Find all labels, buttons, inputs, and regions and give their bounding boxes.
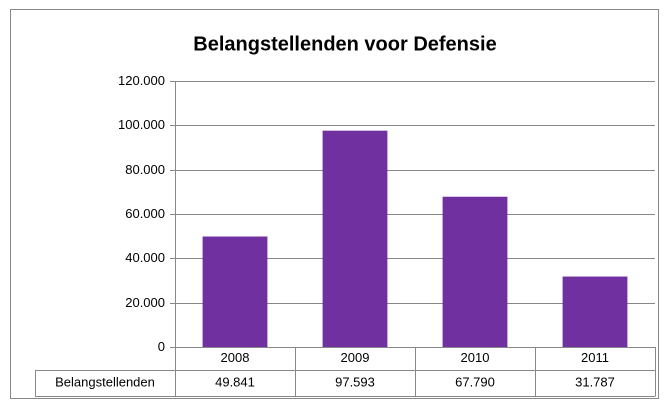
y-tick-label: 80.000	[125, 162, 165, 177]
y-tick-label: 60.000	[125, 206, 165, 221]
data-table-value: 31.787	[575, 374, 615, 389]
y-tick-label: 20.000	[125, 295, 165, 310]
y-tick-label: 100.000	[118, 117, 165, 132]
bar	[442, 196, 508, 347]
chart-title: Belangstellenden voor Defensie	[193, 33, 496, 55]
y-tick-label: 0	[158, 339, 165, 354]
y-tick-label: 120.000	[118, 73, 165, 88]
data-table-value: 49.841	[215, 374, 255, 389]
data-table-value: 67.790	[455, 374, 495, 389]
y-tick-label: 40.000	[125, 250, 165, 265]
x-tick-label: 2009	[341, 350, 370, 365]
bar	[202, 236, 268, 347]
bar	[562, 276, 628, 347]
x-tick-label: 2008	[221, 350, 250, 365]
x-tick-label: 2010	[461, 350, 490, 365]
legend-label: Belangstellenden	[55, 374, 155, 389]
x-tick-label: 2011	[581, 350, 609, 365]
data-table-value: 97.593	[335, 374, 375, 389]
bar	[322, 130, 388, 347]
